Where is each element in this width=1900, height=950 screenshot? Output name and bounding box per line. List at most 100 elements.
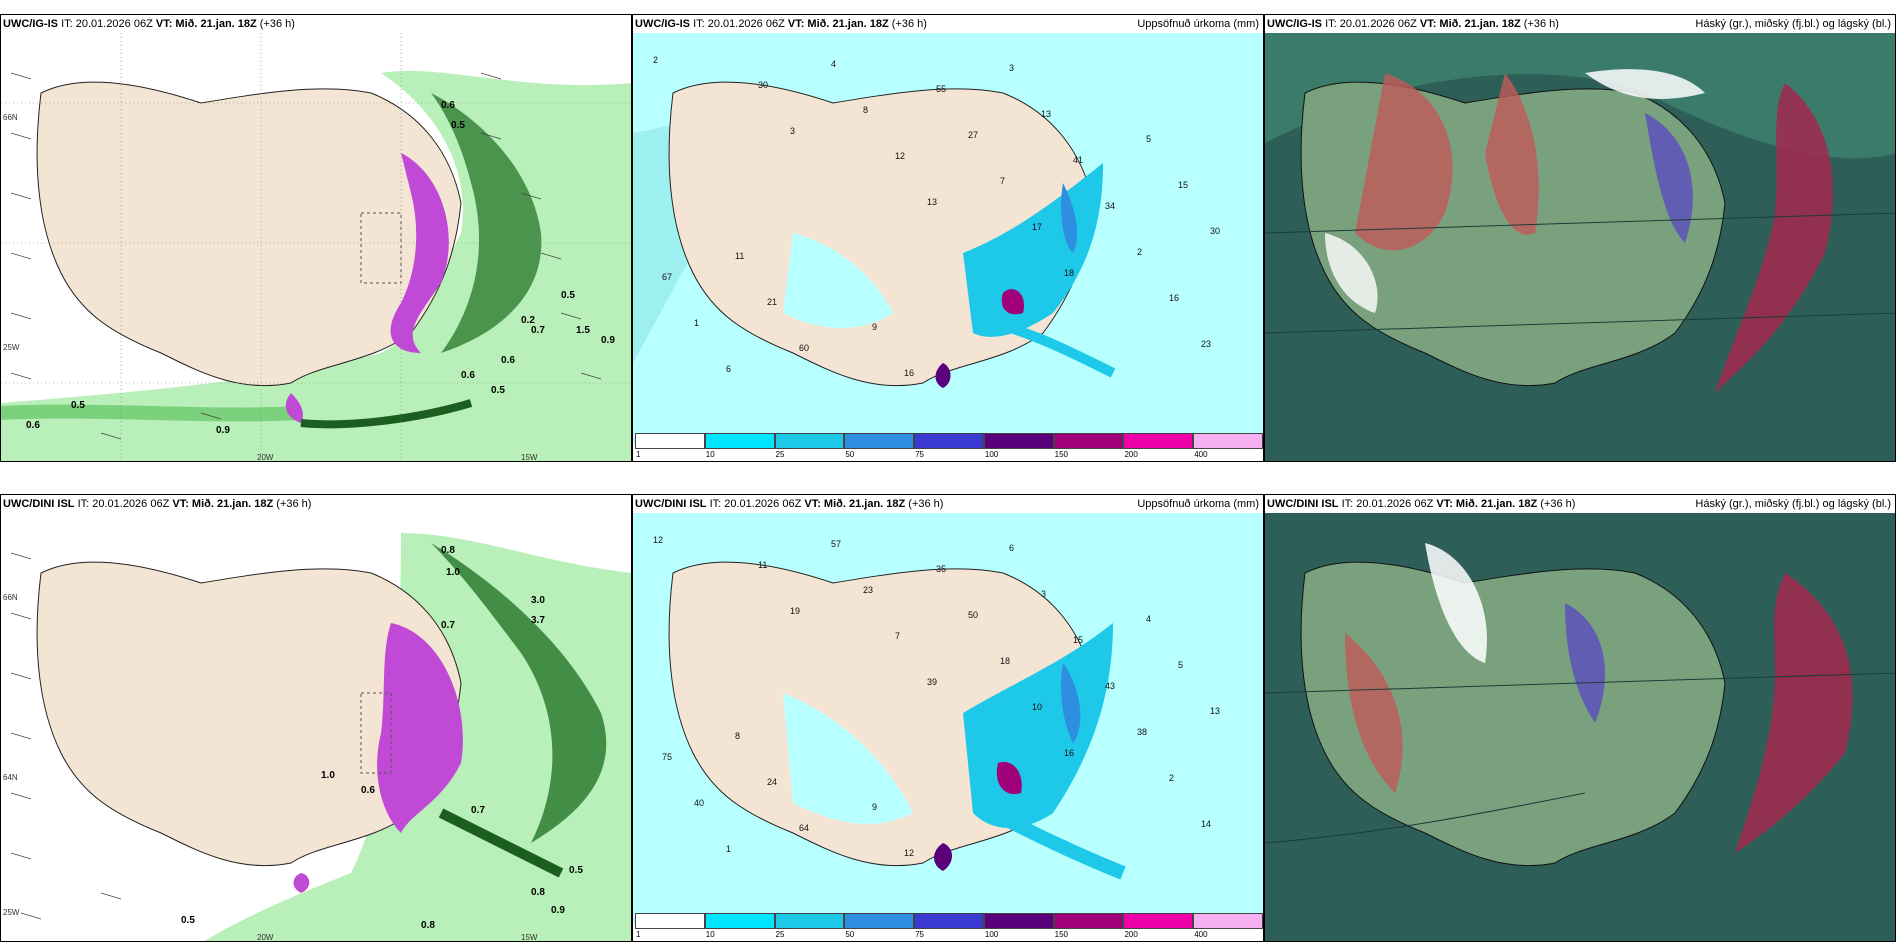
legend-swatch [635, 913, 705, 929]
svg-text:1.0: 1.0 [321, 770, 335, 781]
precip-value: 17 [1032, 222, 1042, 232]
precip-value: 64 [799, 823, 809, 833]
precip-value: 16 [904, 368, 914, 378]
legend-swatch [1123, 433, 1194, 449]
svg-text:0.6: 0.6 [461, 370, 475, 381]
panel-title: UWC/IG-IS IT: 20.01.2026 06Z VT: Mið. 21… [3, 18, 295, 30]
precip-value: 8 [863, 105, 868, 115]
precip-value: 3 [790, 126, 795, 136]
precip-value: 24 [767, 777, 777, 787]
panel-subtitle: Háský (gr.), miðský (fj.bl.) og lágský (… [1695, 498, 1891, 510]
lon-tick: 15W [521, 453, 538, 462]
legend-label: 50 [845, 450, 855, 459]
precip-value: 8 [735, 731, 740, 741]
precip-value: 43 [1105, 681, 1115, 691]
precip-value: 6 [1009, 543, 1014, 553]
lon-tick: 15W [521, 933, 538, 942]
legend-swatch [635, 433, 705, 449]
svg-text:0.7: 0.7 [531, 325, 545, 336]
panel-title: UWC/IG-IS IT: 20.01.2026 06Z VT: Mið. 21… [1267, 18, 1559, 30]
precip-value: 15 [1073, 635, 1083, 645]
precip-value: 4 [831, 59, 836, 69]
legend-swatch [983, 433, 1054, 449]
svg-text:0.9: 0.9 [216, 425, 230, 436]
legend-swatch [844, 913, 915, 929]
svg-text:0.9: 0.9 [551, 905, 565, 916]
precip-value: 21 [767, 297, 777, 307]
svg-text:0.8: 0.8 [531, 887, 545, 898]
precip-map: 12 19 39 16 14 11 7 10 2 1 23 18 38 40 57 50 43 75 64 35 15 1… [633, 513, 1263, 941]
precip-value: 23 [1201, 339, 1211, 349]
legend-swatch [704, 913, 775, 929]
svg-text:0.6: 0.6 [361, 785, 375, 796]
precip-legend: 1 10 25 50 75 100 150 200 400 [635, 913, 1263, 939]
svg-text:0.6: 0.6 [441, 100, 455, 111]
precip-value: 27 [968, 130, 978, 140]
legend-label: 50 [845, 930, 855, 939]
svg-text:1.5: 1.5 [576, 325, 590, 336]
precip-value: 7 [1000, 176, 1005, 186]
snow-map: 0.6 0.9 0.5 0.6 0.5 0.2 0.7 1.5 0.9 0.6 … [1, 33, 631, 462]
precip-value: 39 [927, 677, 937, 687]
precip-value: 3 [1041, 589, 1046, 599]
svg-text:3.7: 3.7 [531, 615, 545, 626]
legend-swatch [983, 913, 1054, 929]
precip-value: 2 [1137, 247, 1142, 257]
precip-value: 12 [653, 535, 663, 545]
svg-text:0.9: 0.9 [601, 335, 615, 346]
precip-value: 55 [936, 84, 946, 94]
lat-tick: 25W [3, 343, 20, 352]
svg-text:0.7: 0.7 [441, 620, 455, 631]
lat-tick: 66N [3, 593, 18, 602]
svg-text:0.5: 0.5 [491, 385, 505, 396]
svg-text:1.0: 1.0 [446, 567, 460, 578]
lat-tick: 64N [3, 773, 18, 782]
legend-swatch [914, 913, 984, 929]
legend-label: 400 [1194, 930, 1208, 939]
panel-snow-igis: UWC/IG-IS IT: 20.01.2026 06Z VT: Mið. 21… [0, 14, 632, 462]
snow-map: 0.8 1.0 3.0 3.7 0.7 0.6 1.0 0.7 0.5 0.8 … [1, 513, 631, 942]
precip-legend: 1 10 25 50 75 100 150 200 400 [635, 433, 1263, 459]
precip-value: 60 [799, 343, 809, 353]
svg-text:0.8: 0.8 [421, 920, 435, 931]
lat-tick: 25W [3, 908, 20, 917]
lat-tick: 66N [3, 113, 18, 122]
cloud-map [1265, 33, 1895, 461]
precip-value: 34 [1105, 201, 1115, 211]
legend-label: 400 [1194, 450, 1208, 459]
legend-swatch [844, 433, 915, 449]
lon-tick: 20W [257, 933, 274, 942]
svg-text:0.6: 0.6 [26, 420, 40, 431]
svg-text:0.5: 0.5 [561, 290, 575, 301]
panel-title: UWC/IG-IS IT: 20.01.2026 06Z VT: Mið. 21… [635, 18, 927, 30]
legend-swatch [1193, 913, 1263, 929]
legend-label: 25 [775, 930, 785, 939]
svg-text:0.6: 0.6 [501, 355, 515, 366]
panel-subtitle: Háský (gr.), miðský (fj.bl.) og lágský (… [1695, 18, 1891, 30]
panel-title: UWC/DINI ISL IT: 20.01.2026 06Z VT: Mið.… [635, 498, 944, 510]
precip-value: 18 [1000, 656, 1010, 666]
precip-value: 41 [1073, 155, 1083, 165]
svg-text:0.2: 0.2 [521, 315, 535, 326]
svg-text:0.5: 0.5 [569, 865, 583, 876]
precip-value: 3 [1009, 63, 1014, 73]
legend-label: 1 [636, 450, 641, 459]
legend-label: 10 [705, 930, 715, 939]
panel-title: UWC/DINI ISL IT: 20.01.2026 06Z VT: Mið.… [3, 498, 312, 510]
precip-value: 7 [895, 631, 900, 641]
precip-value: 14 [1201, 819, 1211, 829]
precip-value: 2 [653, 55, 658, 65]
legend-swatch [1053, 913, 1124, 929]
legend-label: 75 [915, 930, 925, 939]
panel-clouds-igis: UWC/IG-IS IT: 20.01.2026 06Z VT: Mið. 21… [1264, 14, 1896, 462]
precip-value: 5 [1178, 660, 1183, 670]
precip-map: 2 3 13 18 23 30 12 17 16 6 8 7 2 1 4 27 34 67 60 55 41 30 21 16… [633, 33, 1263, 461]
panel-subtitle: Uppsöfnuð úrkoma (mm) [1137, 498, 1259, 510]
precip-value: 40 [694, 798, 704, 808]
precip-value: 11 [735, 251, 744, 261]
legend-swatch [914, 433, 984, 449]
legend-label: 10 [705, 450, 715, 459]
svg-text:0.5: 0.5 [451, 120, 465, 131]
legend-swatch [1053, 433, 1124, 449]
precip-value: 16 [1064, 748, 1074, 758]
